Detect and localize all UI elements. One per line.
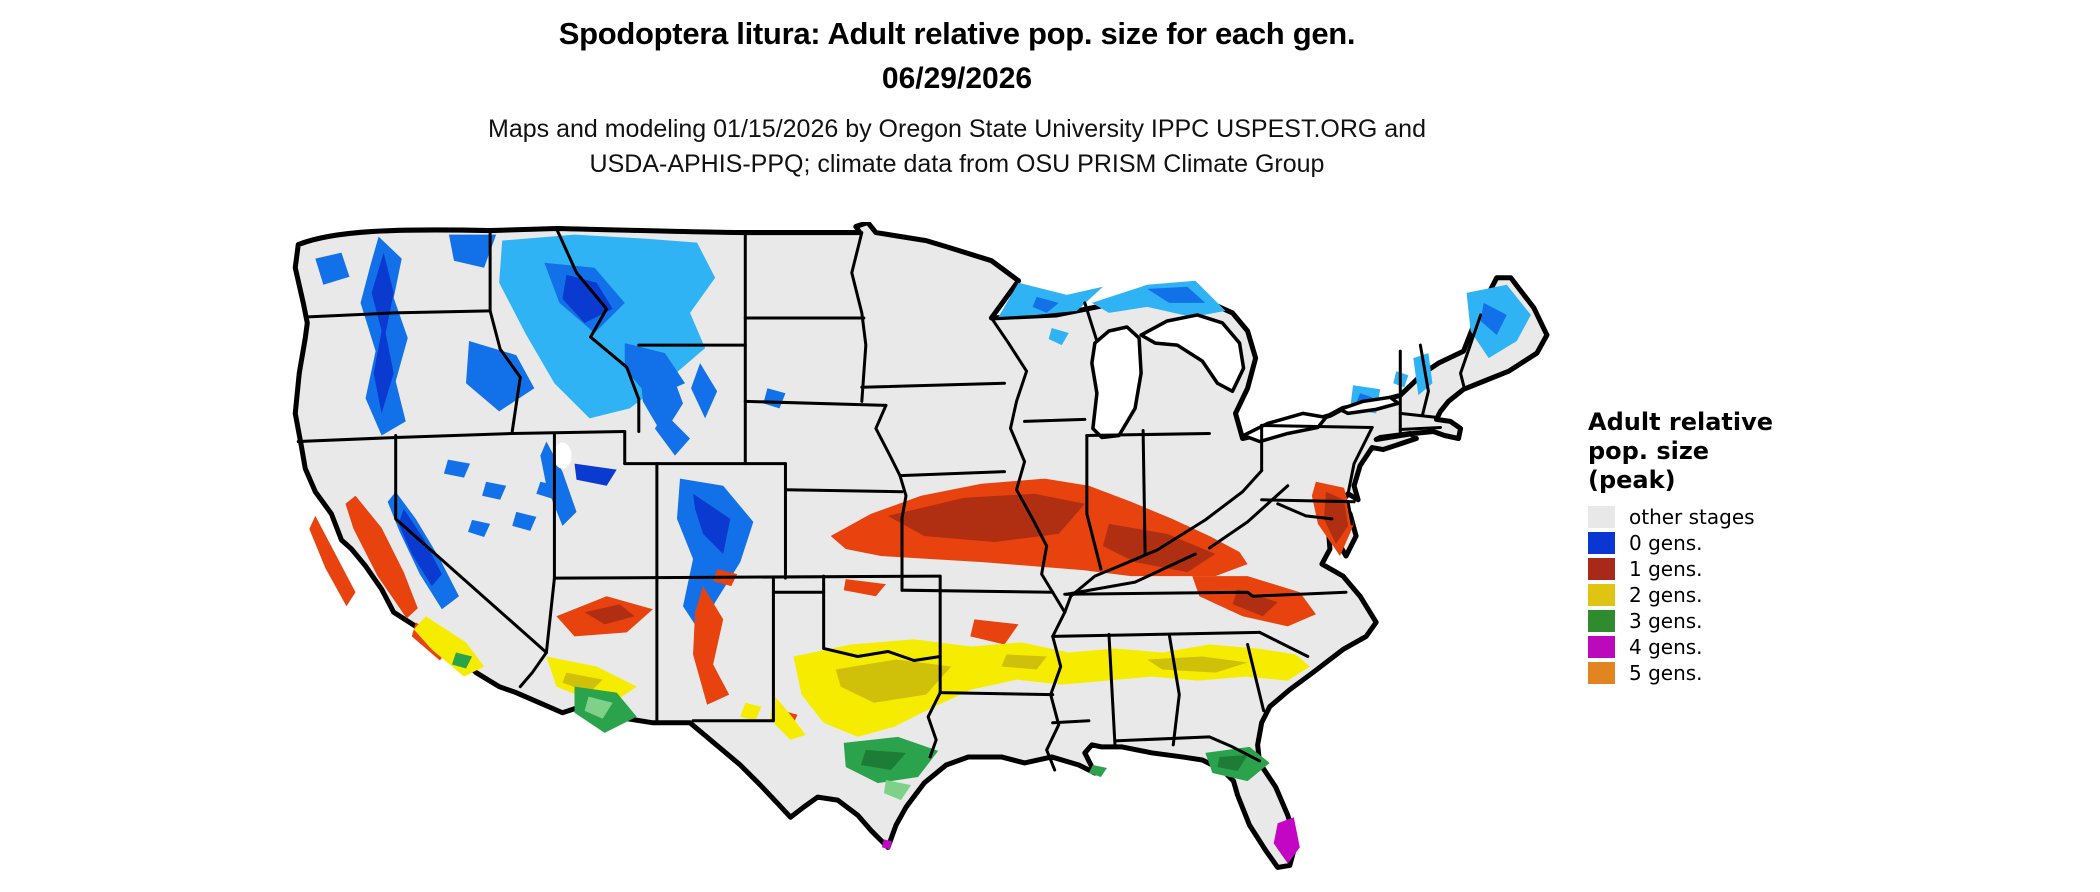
legend-label-1-gens: 1 gens. <box>1629 557 1703 582</box>
state-borders <box>296 227 1483 772</box>
legend-swatch-1-gens <box>1588 558 1615 581</box>
legend-row-other-stages: other stages <box>1588 504 1888 530</box>
legend-label-2-gens: 2 gens. <box>1629 583 1703 608</box>
legend-label-3-gens: 3 gens. <box>1629 609 1703 634</box>
legend-label-5-gens: 5 gens. <box>1629 661 1703 686</box>
legend-row-3-gens: 3 gens. <box>1588 608 1888 634</box>
legend-row-0-gens: 0 gens. <box>1588 530 1888 556</box>
legend-label-other-stages: other stages <box>1629 505 1755 530</box>
legend-row-5-gens: 5 gens. <box>1588 660 1888 686</box>
page-title-date: 06/29/2026 <box>881 62 1033 95</box>
subtitle-line2: USDA-APHIS-PPQ; climate data from OSU PR… <box>589 149 1325 178</box>
us-generation-map <box>243 222 1559 874</box>
legend-swatch-5-gens <box>1588 662 1615 685</box>
map-svg <box>292 222 1550 870</box>
legend-swatch-other-stages <box>1588 506 1615 529</box>
gen3-regions-green <box>451 652 1270 801</box>
legend-row-2-gens: 2 gens. <box>1588 582 1888 608</box>
title-block: Spodoptera litura: Adult relative pop. s… <box>207 16 1707 96</box>
subtitle-block: Maps and modeling 01/15/2026 by Oregon S… <box>207 112 1707 181</box>
great-lakes <box>553 313 1401 469</box>
legend-row-4-gens: 4 gens. <box>1588 634 1888 660</box>
subtitle-line1: Maps and modeling 01/15/2026 by Oregon S… <box>488 115 1426 143</box>
page-title: Spodoptera litura: Adult relative pop. s… <box>558 16 1356 51</box>
legend-label-4-gens: 4 gens. <box>1629 635 1703 660</box>
legend-swatch-0-gens <box>1588 532 1615 555</box>
legend-title-line2: pop. size <box>1588 436 1710 465</box>
legend-items: other stages 0 gens. 1 gens. 2 gens. 3 g… <box>1588 504 1888 686</box>
legend: Adult relative pop. size (peak) other st… <box>1588 408 1888 686</box>
legend-title-line1: Adult relative <box>1588 408 1774 436</box>
legend-swatch-4-gens <box>1588 636 1615 659</box>
legend-swatch-2-gens <box>1588 584 1615 607</box>
gen0-regions-blue <box>315 234 1531 633</box>
gen4-regions-magenta <box>881 817 1300 864</box>
legend-title-line3: (peak) <box>1588 465 1676 494</box>
legend-title: Adult relative pop. size (peak) <box>1588 408 1888 494</box>
legend-swatch-3-gens <box>1588 610 1615 633</box>
legend-label-0-gens: 0 gens. <box>1629 531 1703 556</box>
legend-row-1-gens: 1 gens. <box>1588 556 1888 582</box>
